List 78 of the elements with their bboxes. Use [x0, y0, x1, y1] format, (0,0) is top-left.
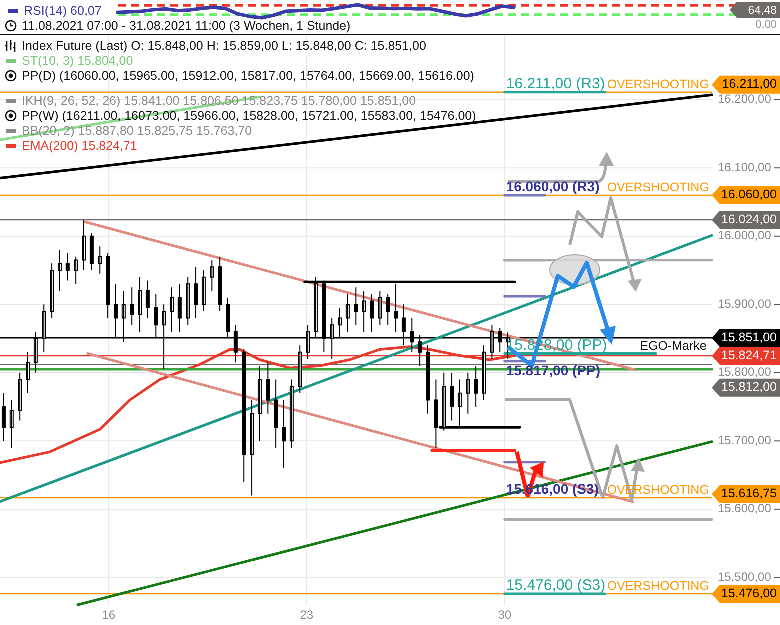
- candlestick: [378, 290, 382, 326]
- candlestick: [106, 252, 110, 319]
- text: 0,00: [756, 19, 777, 31]
- candlestick: [242, 348, 246, 483]
- candlestick: [18, 372, 22, 422]
- candlestick: [50, 263, 54, 319]
- candlestick: [82, 219, 86, 272]
- candlestick: [202, 270, 206, 312]
- ref-line-label: 15.851,00: [721, 330, 778, 344]
- annotation: PP(W) (16211.00, 16073.00, 15966.00, 15828.00, 15721.00, 15583.00, 15476.00): [22, 109, 476, 123]
- candlestick: [466, 372, 470, 414]
- candlestick: [130, 287, 134, 326]
- candlestick: [170, 287, 174, 332]
- ref-line-label: 16.024,00: [721, 212, 778, 226]
- y-tick-label: 15.800,00: [718, 365, 772, 380]
- ref-line-label: 15.476,00: [721, 586, 778, 600]
- annotation: 16.060,00 (R3): [506, 178, 600, 194]
- text: 64,48: [748, 5, 777, 17]
- candlestick: [258, 366, 262, 442]
- y-tick-label: 15.900,00: [718, 296, 772, 311]
- y-tick-label: 15.600,00: [718, 502, 772, 516]
- y-tick-label: 16.100,00: [718, 160, 772, 174]
- x-tick-label: 30: [498, 608, 512, 622]
- candlestick: [210, 260, 214, 292]
- y-tick-label: 15.500,00: [718, 570, 772, 584]
- candlestick: [178, 284, 182, 332]
- candlestick: [290, 379, 294, 448]
- y-tick-label: 16.200,00: [718, 92, 772, 106]
- candlestick: [74, 256, 78, 285]
- candlestick: [10, 400, 14, 448]
- candlestick: [386, 294, 390, 326]
- candlestick: [274, 379, 278, 448]
- text: 11.08.2021 07:00 - 31.08.2021 11:00 (3 Wochen, 1 Stunde): [22, 19, 351, 33]
- x-tick-label: 16: [102, 608, 116, 622]
- ref-line-label: 16.211,00: [722, 77, 778, 92]
- candlestick: [138, 276, 142, 332]
- candlestick: [26, 352, 30, 394]
- candlestick: [66, 252, 70, 282]
- candlestick: [298, 345, 302, 394]
- candlestick: [194, 266, 198, 319]
- candlestick: [250, 400, 254, 496]
- ref-line-label: 15.812,00: [721, 380, 778, 394]
- candlestick: [90, 232, 94, 272]
- candlestick: [266, 362, 270, 414]
- candlestick: [58, 250, 62, 292]
- annotation: PP(D) (16060.00, 15965.00, 15912.00, 15817.00, 15764.00, 15669.00, 15616.00): [22, 69, 474, 83]
- y-tick-label: 16.000,00: [718, 228, 772, 243]
- annotation: ST(10, 3) 15.804,00: [22, 54, 134, 68]
- ref-line-label: 16.060,00: [721, 188, 778, 202]
- candlestick: [482, 345, 486, 401]
- candlestick: [2, 392, 6, 442]
- annotation: Index Future (Last) O: 15.848,00 H: 15.859,00 L: 15.848,00 C: 15.851,00: [22, 39, 426, 53]
- candlestick: [282, 400, 286, 469]
- annotation: OVERSHOOTING: [607, 482, 710, 497]
- candlestick: [146, 280, 150, 319]
- candlestick: [346, 294, 350, 332]
- annotation: IKH(9, 26, 52, 26) 15.841,00 15.806,50 15.823,75 15.780,00 15.851,00: [22, 94, 416, 108]
- x-tick-label: 23: [300, 608, 314, 622]
- ref-line-label: 15.616,75: [721, 486, 778, 501]
- annotation: EMA(200) 15.824,71: [22, 139, 138, 153]
- text: RSI(14) 60,07: [24, 4, 102, 18]
- annotation: 16.211,00 (R3): [506, 75, 606, 92]
- annotation: OVERSHOOTING: [607, 77, 710, 92]
- candlestick: [362, 290, 366, 332]
- candlestick: [370, 294, 374, 332]
- candlestick: [218, 256, 222, 312]
- candlestick: [98, 246, 102, 274]
- annotation: EGO-Marke: [640, 338, 707, 353]
- candlestick: [426, 345, 430, 414]
- candlestick: [354, 287, 358, 326]
- annotation: OVERSHOOTING: [607, 579, 710, 594]
- candlestick: [450, 372, 454, 422]
- candlestick: [474, 366, 478, 408]
- annotation: OVERSHOOTING: [607, 180, 710, 194]
- ref-line-label: 15.824,71: [721, 348, 778, 362]
- annotation: 15.476,00 (S3): [506, 577, 606, 594]
- y-tick-label: 15.700,00: [718, 433, 772, 448]
- candlestick: [186, 276, 190, 326]
